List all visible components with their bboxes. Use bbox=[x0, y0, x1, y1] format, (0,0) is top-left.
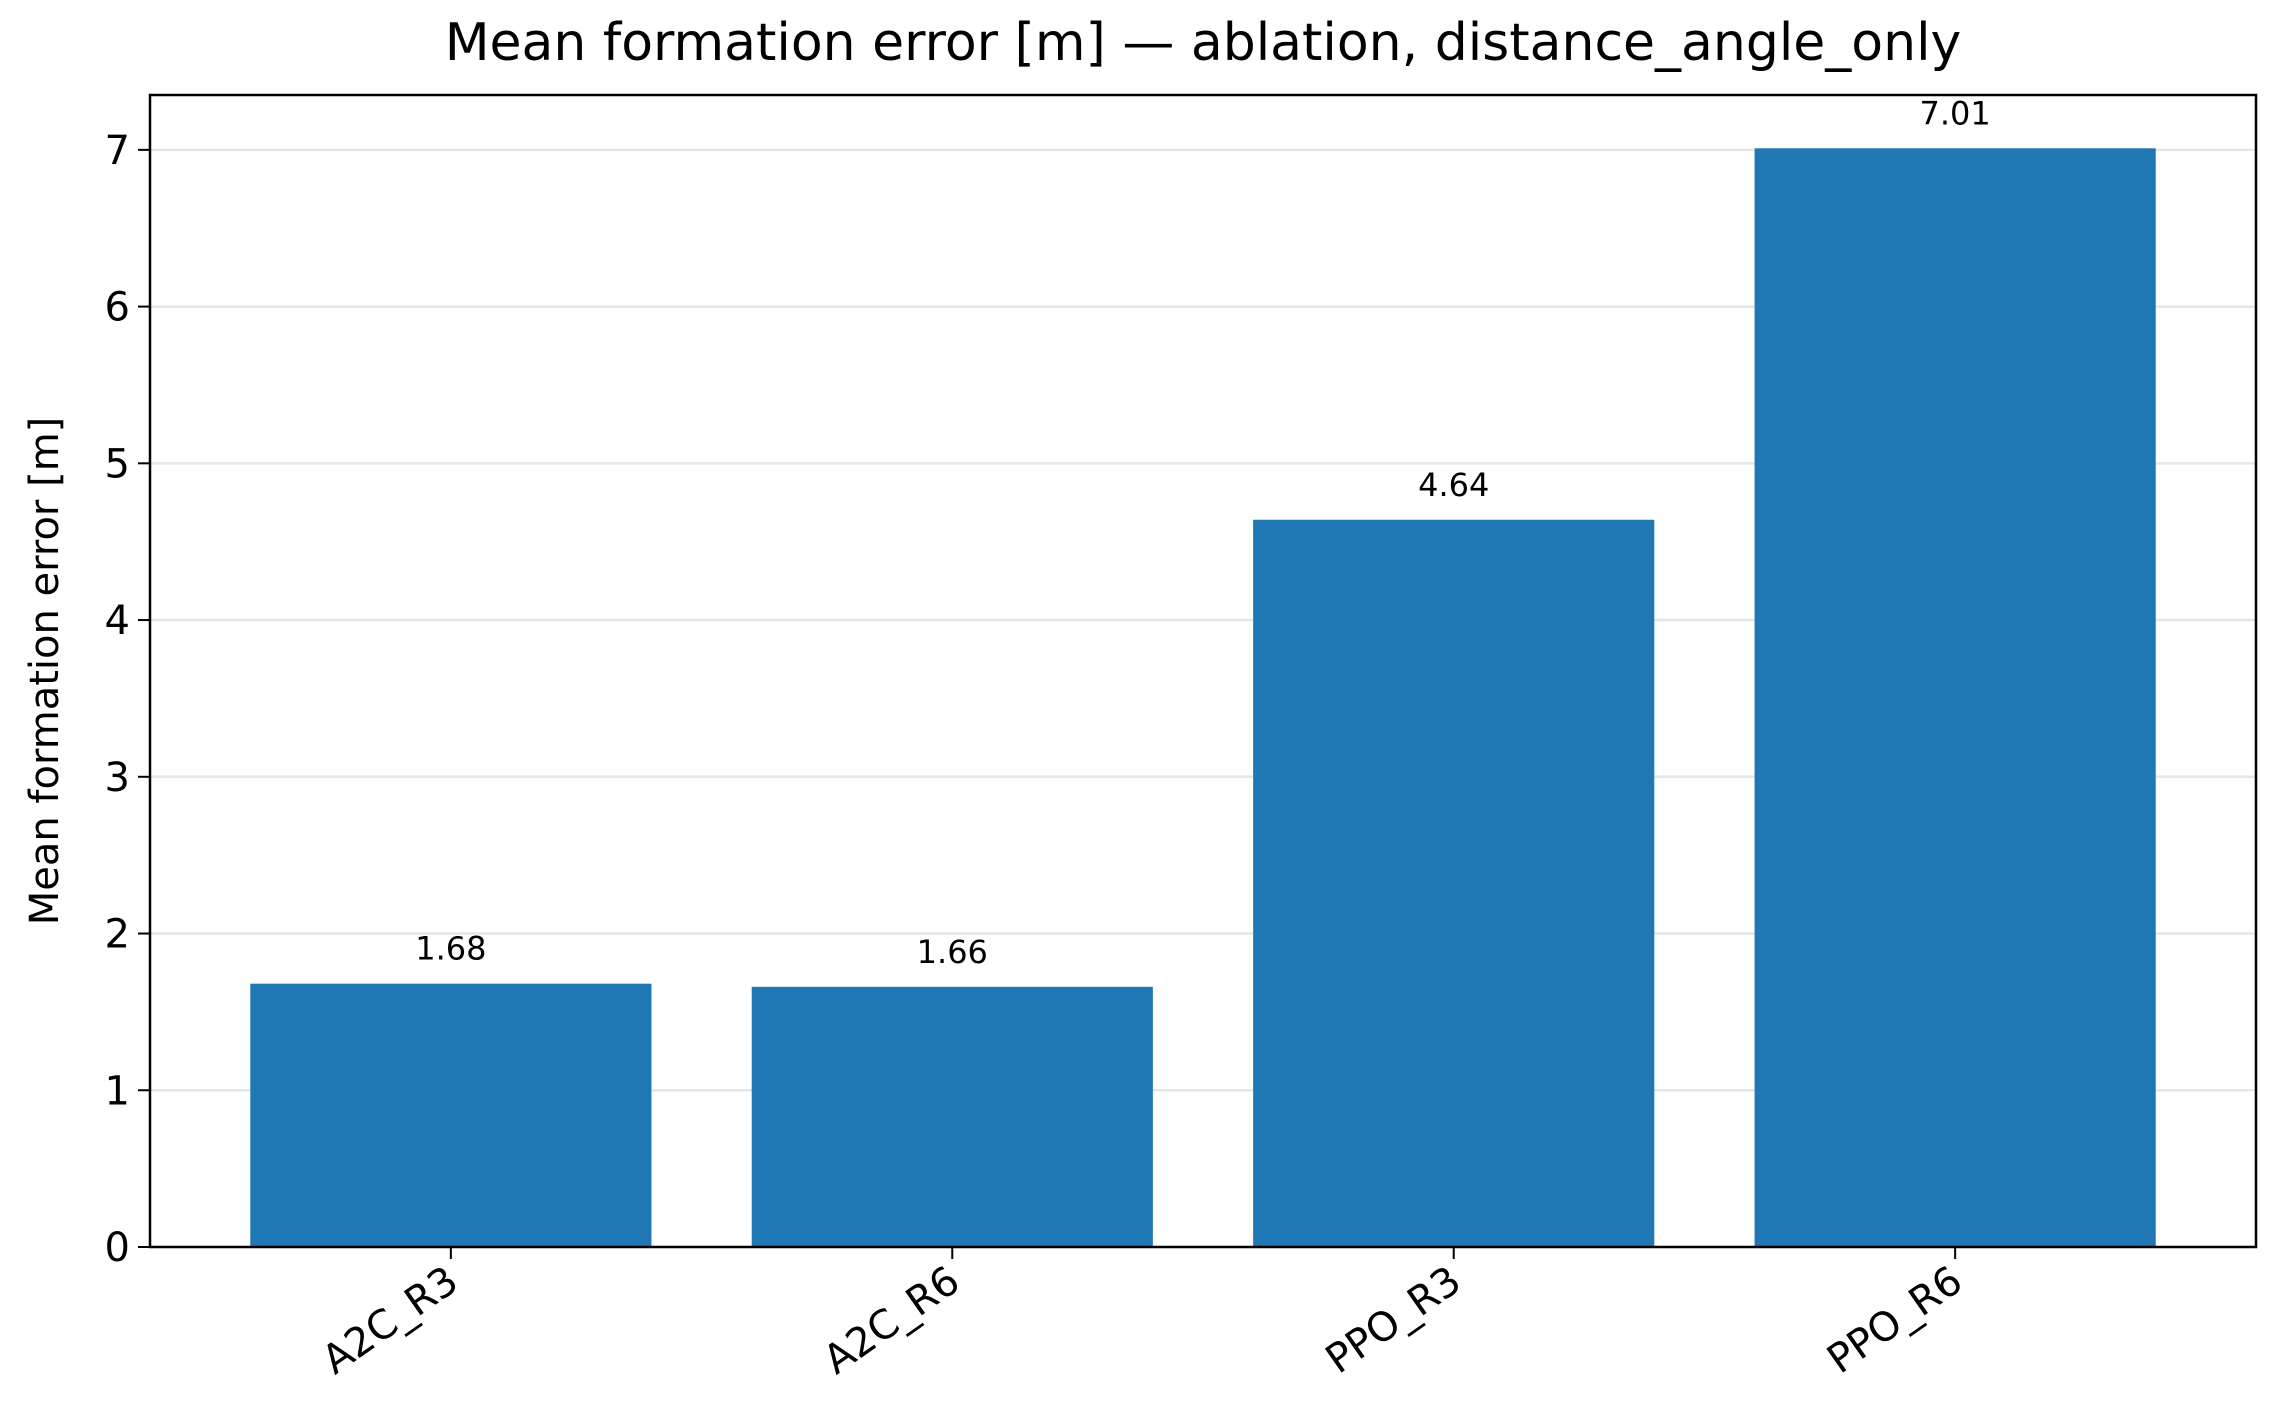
y-tick-label: 6 bbox=[105, 285, 130, 331]
x-tick-label: A2C_R6 bbox=[816, 1258, 969, 1384]
x-tick-label: A2C_R3 bbox=[314, 1258, 467, 1384]
bar bbox=[1754, 148, 2156, 1247]
bar bbox=[1253, 519, 1655, 1247]
y-tick-label: 1 bbox=[105, 1068, 130, 1114]
y-axis-label: Mean formation error [m] bbox=[22, 417, 68, 926]
y-tick-label: 0 bbox=[105, 1225, 130, 1271]
x-tick-label: PPO_R6 bbox=[1819, 1258, 1971, 1383]
y-tick-label: 7 bbox=[105, 128, 130, 174]
value-label: 1.68 bbox=[415, 930, 486, 968]
value-label: 4.64 bbox=[1418, 466, 1489, 504]
y-tick-label: 5 bbox=[105, 441, 130, 487]
bar bbox=[751, 986, 1153, 1247]
x-tick-label: PPO_R3 bbox=[1318, 1258, 1470, 1383]
y-tick-label: 3 bbox=[105, 755, 130, 801]
y-tick-label: 2 bbox=[105, 912, 130, 958]
chart-title: Mean formation error [m] — ablation, dis… bbox=[445, 13, 1962, 73]
value-label: 7.01 bbox=[1920, 94, 1991, 132]
y-tick-label: 4 bbox=[105, 598, 130, 644]
value-label: 1.66 bbox=[917, 933, 988, 971]
bar bbox=[250, 983, 652, 1247]
plot-frame bbox=[148, 93, 2258, 1249]
